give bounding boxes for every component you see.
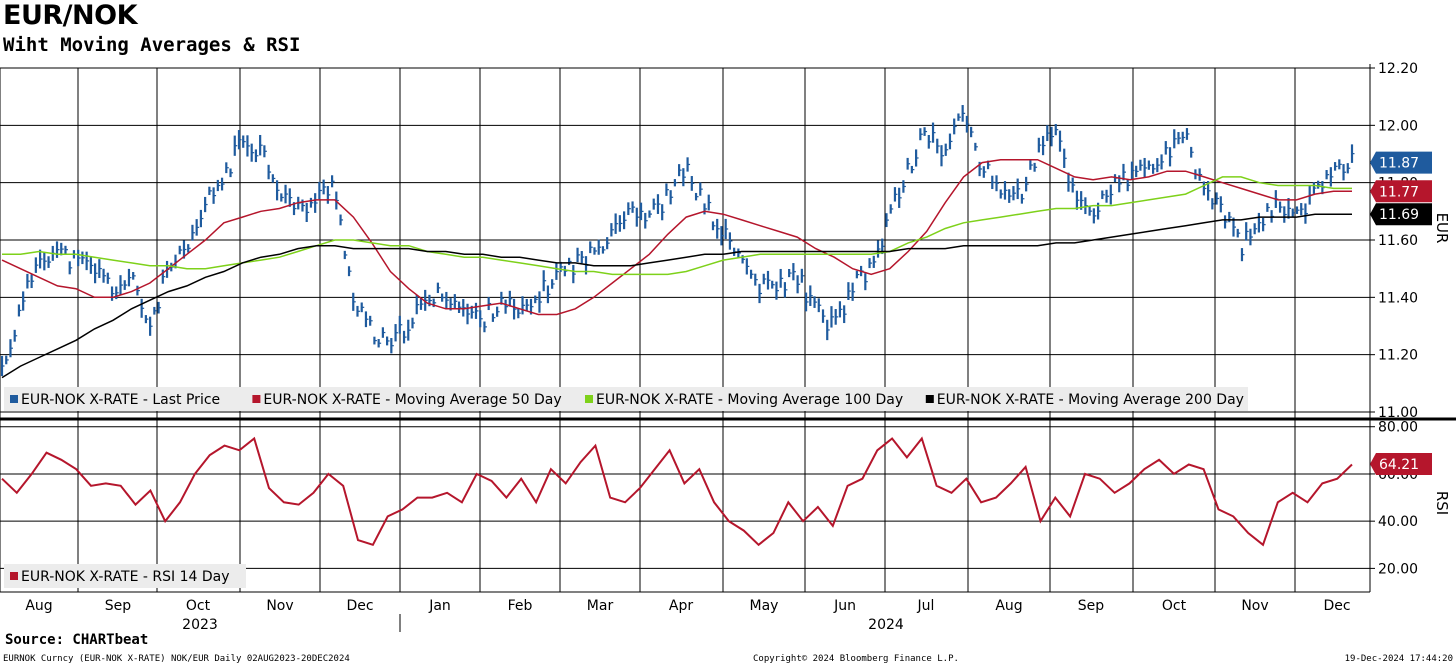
chart-subtitle: Wiht Moving Averages & RSI <box>3 34 301 56</box>
y-tick-label: 11.20 <box>1378 348 1418 364</box>
x-month-label: Apr <box>669 598 693 614</box>
last-value-label: 11.77 <box>1370 180 1432 203</box>
source-note: Source: CHARTbeat <box>5 632 149 648</box>
ma50-line <box>1 158 1352 316</box>
ma100-line <box>2 176 1352 276</box>
legend-swatch <box>10 572 18 580</box>
last-value-label: 11.87 <box>1370 151 1432 174</box>
series-layer <box>0 105 1355 547</box>
legend-swatch <box>252 395 261 403</box>
y-tick-label: 11.60 <box>1378 233 1418 249</box>
legend-label: EUR-NOK X-RATE - Moving Average 50 Day <box>263 392 561 408</box>
rsi-y-tick-label: 20.00 <box>1378 561 1418 577</box>
last-value-label: 11.69 <box>1370 203 1432 226</box>
x-year-label: 2024 <box>868 617 904 633</box>
legend-layer: EUR-NOK X-RATE - Last Price EUR-NOK X-RAT… <box>4 387 1248 588</box>
x-month-label: Aug <box>995 598 1022 614</box>
x-month-label: Nov <box>1241 598 1268 614</box>
x-month-label: Jul <box>917 598 935 614</box>
last-value-label-text: 11.87 <box>1379 156 1419 172</box>
footer-copyright: Copyright© 2024 Bloomberg Finance L.P. <box>753 654 959 664</box>
rsi-last-value-label-text: 64.21 <box>1379 457 1419 473</box>
rsi-last-value-label: 64.21 <box>1370 453 1432 476</box>
x-month-label: Nov <box>266 598 293 614</box>
rsi-line <box>1 436 1353 547</box>
legend-label: EUR-NOK X-RATE - RSI 14 Day <box>21 569 229 585</box>
y-tick-label: 12.00 <box>1378 118 1418 134</box>
last-value-label-bg <box>1370 180 1432 203</box>
y-tick-label: 11.40 <box>1378 290 1418 306</box>
x-year-label: 2023 <box>182 617 218 633</box>
last-value-label-bg <box>1370 151 1432 174</box>
x-month-label: Oct <box>186 598 211 614</box>
footer-timestamp: 19-Dec-2024 17:44:20 <box>1344 654 1453 664</box>
last-value-label-text: 11.69 <box>1379 207 1419 223</box>
x-month-label: Sep <box>105 598 132 614</box>
x-month-label: May <box>750 598 779 614</box>
rsi-legend: EUR-NOK X-RATE - RSI 14 Day <box>4 564 246 588</box>
last-value-label-bg <box>1370 203 1432 226</box>
x-month-label: Jan <box>428 598 451 614</box>
rsi-axis-title: RSI <box>1433 491 1451 515</box>
axes-layer: 11.0011.2011.4011.6011.8012.0012.2020.00… <box>0 61 1456 633</box>
ma200-line <box>1 213 1352 379</box>
y-axis-title: EUR <box>1433 213 1451 244</box>
legend-label: EUR-NOK X-RATE - Moving Average 200 Day <box>937 392 1244 408</box>
x-month-label: Sep <box>1078 598 1105 614</box>
legend-swatch <box>925 395 934 403</box>
last-value-label-text: 11.77 <box>1379 184 1419 200</box>
x-month-label: Dec <box>1323 598 1350 614</box>
x-month-label: Aug <box>25 598 52 614</box>
x-month-label: Dec <box>346 598 373 614</box>
x-month-label: Oct <box>1162 598 1187 614</box>
footer-ticker-info: EURNOK Curncy (EUR-NOK X-RATE) NOK/EUR D… <box>3 654 350 664</box>
x-month-label: Jun <box>833 598 856 614</box>
rsi-y-tick-label: 40.00 <box>1378 514 1418 530</box>
legend-swatch <box>10 395 18 403</box>
chart-title: EUR/NOK <box>3 0 138 31</box>
x-month-label: Mar <box>587 598 614 614</box>
rsi-legend-bg <box>4 564 246 588</box>
legend-label: EUR-NOK X-RATE - Moving Average 100 Day <box>596 392 903 408</box>
y-tick-label: 11.00 <box>1378 405 1418 421</box>
legend-label: EUR-NOK X-RATE - Last Price <box>21 392 220 408</box>
y-tick-label: 12.20 <box>1378 61 1418 77</box>
grid-lines <box>0 67 1370 592</box>
rsi-last-value-label-bg <box>1370 453 1432 476</box>
main-legend: EUR-NOK X-RATE - Last Price EUR-NOK X-RAT… <box>4 387 1248 411</box>
rsi-y-tick-label: 80.00 <box>1378 420 1418 436</box>
x-month-label: Feb <box>508 598 533 614</box>
legend-swatch <box>585 395 593 403</box>
main-legend-bg <box>4 387 1248 411</box>
